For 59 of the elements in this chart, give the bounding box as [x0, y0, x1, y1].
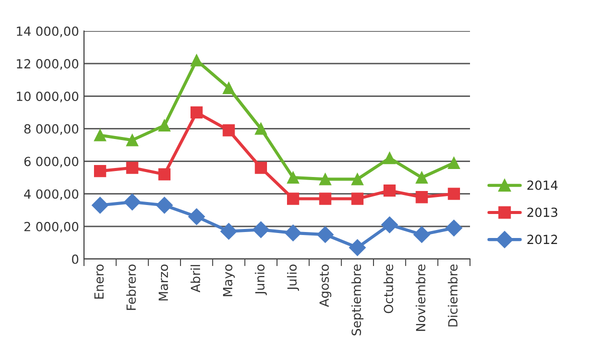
point	[316, 226, 334, 243]
x-tick-label: Noviembre	[416, 264, 426, 331]
x-tick-label: Octubre	[384, 264, 394, 314]
point	[252, 221, 270, 238]
x-tick-label: Abril	[190, 265, 200, 292]
y-tick-label: 14 000,00	[16, 26, 78, 38]
point	[188, 208, 205, 226]
point	[416, 171, 428, 184]
point	[319, 173, 332, 186]
point	[92, 196, 108, 214]
point	[381, 216, 398, 234]
point	[158, 119, 170, 132]
point	[413, 226, 430, 243]
point	[190, 106, 203, 119]
point	[222, 124, 235, 136]
point	[190, 54, 203, 66]
point	[384, 184, 396, 197]
point	[156, 196, 173, 214]
point	[448, 188, 460, 200]
x-tick-label: Junio	[254, 264, 267, 296]
point	[254, 122, 267, 135]
x-tick-label: Enero	[94, 264, 104, 299]
point	[446, 220, 462, 236]
point	[351, 192, 364, 205]
point	[319, 192, 332, 205]
point	[287, 192, 300, 205]
y-tick-label: 12 000,00	[16, 59, 78, 70]
point	[126, 162, 138, 174]
y-tick-label: 4 000,00	[24, 189, 78, 200]
point	[124, 194, 141, 210]
point	[287, 171, 300, 184]
y-tick-label: 2 000,00	[24, 222, 78, 233]
point	[158, 168, 170, 180]
point	[94, 129, 106, 142]
point	[220, 222, 238, 240]
x-tick-label: Septiembre	[351, 264, 364, 336]
point	[94, 164, 106, 178]
y-tick-label: 8 000,00	[24, 124, 78, 135]
x-tick-label: Julio	[287, 264, 300, 291]
x-tick-label: Agosto	[320, 264, 332, 307]
point	[416, 191, 428, 204]
legend-label: 2013	[527, 208, 558, 218]
point	[384, 152, 396, 164]
point	[448, 156, 460, 169]
x-tick-label: Marzo	[158, 264, 168, 300]
legend-label: 2014	[527, 180, 558, 190]
x-tick-label: Diciembre	[448, 264, 458, 326]
y-tick-label: 0	[72, 254, 78, 264]
point	[349, 239, 366, 256]
point	[351, 173, 364, 186]
point	[222, 82, 235, 94]
x-tick-label: Mayo	[223, 264, 235, 296]
point	[254, 162, 267, 174]
y-tick-label: 6 000,00	[24, 156, 78, 168]
point	[284, 224, 302, 242]
legend-label: 2012	[527, 234, 558, 244]
point	[126, 134, 138, 146]
x-tick-label: Febrero	[126, 264, 136, 310]
y-tick-label: 10 000,00	[16, 92, 78, 102]
